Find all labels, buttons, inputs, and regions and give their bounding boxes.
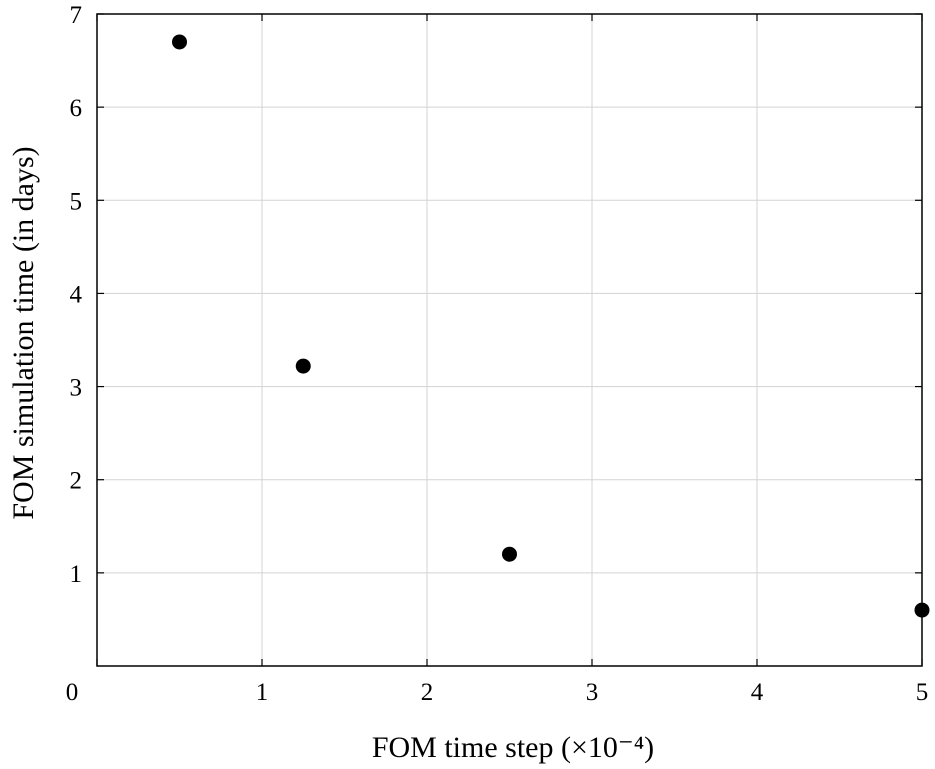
x-axis-title: FOM time step (×10⁻⁴) (372, 731, 654, 764)
x-tick-label: 2 (421, 679, 434, 706)
y-tick-label: 3 (70, 375, 83, 402)
data-points (172, 34, 930, 618)
x-tick-label: 3 (586, 679, 599, 706)
x-tick-label: 0 (66, 679, 79, 706)
y-tick-label: 7 (70, 2, 83, 29)
y-axis-title: FOM simulation time (in days) (7, 146, 40, 519)
grid (97, 14, 922, 666)
y-tick-labels: 1 2 3 4 5 6 7 (70, 2, 83, 588)
tick-marks (96, 13, 923, 666)
data-point (172, 34, 187, 50)
y-tick-label: 5 (70, 188, 83, 215)
y-tick-label: 4 (70, 281, 83, 308)
x-tick-label: 4 (751, 679, 764, 706)
data-point (914, 602, 930, 618)
y-tick-label: 1 (70, 561, 83, 588)
x-tick-labels: 0 1 2 3 4 5 (66, 679, 929, 706)
plot-frame (96, 13, 923, 667)
x-tick-label: 5 (916, 679, 929, 706)
data-point (295, 358, 311, 374)
y-tick-label: 6 (70, 95, 83, 122)
x-tick-label: 1 (256, 679, 269, 706)
y-tick-label: 2 (70, 468, 83, 495)
data-point (502, 546, 517, 562)
